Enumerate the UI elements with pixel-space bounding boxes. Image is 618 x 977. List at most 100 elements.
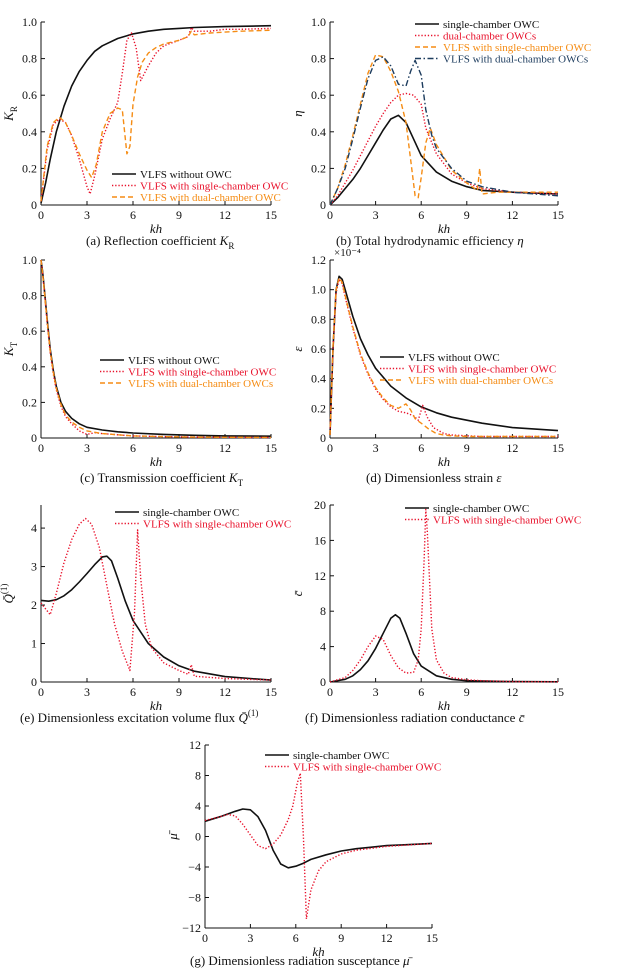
series-line-2 [329, 278, 558, 438]
x-tick-label: 15 [552, 685, 564, 699]
x-tick-label: 6 [130, 441, 136, 455]
x-tick-label: 6 [293, 931, 299, 945]
legend-entry: VLFS with single-chamber OWC [293, 762, 441, 774]
y-tick-label-zero: 0 [31, 675, 37, 689]
legend-entry: VLFS with dual-chamber OWC [140, 192, 281, 204]
y-tick-label-zero: 0 [320, 431, 326, 445]
x-tick-label: 3 [84, 685, 90, 699]
y-tick-label: 0.4 [311, 125, 326, 139]
series-line-1 [329, 613, 559, 683]
y-axis-label: KT [1, 341, 19, 357]
x-tick-label: 3 [84, 208, 90, 222]
caption-text: (f) Dimensionless radiation conductance [305, 710, 519, 725]
y-tick-label: 0.8 [22, 52, 37, 66]
y-tick-label: 0.4 [22, 125, 37, 139]
series-line-1 [40, 259, 272, 437]
y-axis-label-sup: (1) [0, 584, 9, 595]
x-tick-label: 6 [130, 208, 136, 222]
legend-entry: VLFS without OWC [408, 352, 500, 364]
y-tick-label: 0.8 [311, 312, 326, 326]
panel-caption: (b) Total hydrodynamic efficiency η [336, 233, 524, 248]
y-axis-label: KR [1, 106, 19, 122]
x-tick-label: 6 [418, 685, 424, 699]
x-axis-label: kh [438, 221, 450, 236]
legend-entry: VLFS with dual-chamber OWCs [128, 378, 273, 390]
caption-symbol: μ̄ [402, 953, 414, 968]
x-axis-label: kh [312, 944, 324, 959]
legend-entry: VLFS with single-chamber OWC [143, 519, 291, 531]
y-tick-label: 1.0 [311, 15, 326, 29]
x-tick-label: 0 [327, 441, 333, 455]
series-line-2 [204, 772, 433, 920]
series-line-3 [329, 54, 558, 206]
x-tick-label: 9 [464, 208, 470, 222]
y-axis-label-main: K [1, 346, 16, 357]
panel-caption: (a) Reflection coefficient KR [86, 233, 234, 251]
x-tick-label: 15 [426, 931, 438, 945]
x-tick-label: 3 [373, 441, 379, 455]
y-tick-label-zero: 0 [31, 431, 37, 445]
series-line-1 [40, 555, 272, 681]
x-tick-label: 9 [176, 208, 182, 222]
caption-sub: R [228, 241, 234, 251]
x-tick-label: 9 [464, 441, 470, 455]
series-line-3 [329, 277, 558, 438]
x-tick-label: 9 [176, 685, 182, 699]
x-tick-label: 3 [373, 208, 379, 222]
y-axis-label: η [290, 110, 305, 116]
y-axis-label-main: η [290, 110, 305, 116]
y-axis-label-sub: R [9, 106, 19, 112]
chart-panel-d: 0 3 6 9 12 15 0.2 0.4 0.6 0.8 1.0 1.2 0 kh ε ×10⁻⁴ VLFS … [290, 247, 564, 485]
y-tick-label: 0.8 [311, 52, 326, 66]
y-tick-label: 0.6 [311, 342, 326, 356]
y-tick-label: 0.8 [22, 289, 37, 303]
caption-sub: T [238, 478, 244, 488]
series-line-2 [40, 517, 272, 681]
y-tick-label: 0.2 [311, 161, 326, 175]
y-tick-label: 1.0 [22, 15, 37, 29]
y-tick-label: 0 [195, 830, 201, 844]
legend-entry: VLFS with dual-chamber OWCs [408, 375, 553, 387]
caption-symbol: ε [496, 470, 502, 485]
series-line-2 [329, 92, 559, 206]
x-tick-label: 3 [84, 441, 90, 455]
y-axis-label-main: μ̄ [165, 829, 180, 841]
x-tick-label: 0 [38, 208, 44, 222]
x-tick-label: 12 [219, 208, 231, 222]
x-axis-label: kh [150, 221, 162, 236]
y-tick-label: 12 [314, 569, 326, 583]
panel-caption: (e) Dimensionless excitation volume flux… [20, 708, 258, 725]
legend-entry: VLFS with single-chamber OWC [408, 364, 556, 376]
y-tick-label: −8 [188, 891, 201, 905]
x-axis-label: kh [150, 454, 162, 469]
y-multiplier: ×10⁻⁴ [334, 247, 361, 259]
series-line-3 [40, 259, 272, 439]
x-tick-label: 0 [38, 441, 44, 455]
chart-panel-b: 0 3 6 9 12 15 0.2 0.4 0.6 0.8 1.0 0 kh η single-chambe… [290, 15, 591, 248]
series-line-2 [329, 508, 559, 683]
x-tick-label: 12 [506, 441, 518, 455]
y-tick-label: 0.6 [22, 324, 37, 338]
y-tick-label: 1.0 [311, 283, 326, 297]
y-axis-label: ε [290, 346, 305, 352]
caption-sup: (1) [248, 708, 259, 718]
y-axis-label: μ̄ [165, 829, 180, 841]
legend-entry: single-chamber OWC [433, 503, 529, 515]
panel-caption: (g) Dimensionless radiation susceptance … [190, 953, 414, 968]
x-axis-label: kh [438, 698, 450, 713]
x-tick-label: 15 [265, 685, 277, 699]
chart-panel-f: 0 3 6 9 12 15 4 8 12 16 20 0 kh c̄ single-chamber OWCV… [290, 498, 581, 725]
x-tick-label: 6 [418, 208, 424, 222]
legend-entry: single-chamber OWC [443, 19, 539, 31]
y-axis-label: c̄ [290, 590, 305, 597]
x-tick-label: 12 [506, 685, 518, 699]
y-tick-label: 1.0 [22, 253, 37, 267]
